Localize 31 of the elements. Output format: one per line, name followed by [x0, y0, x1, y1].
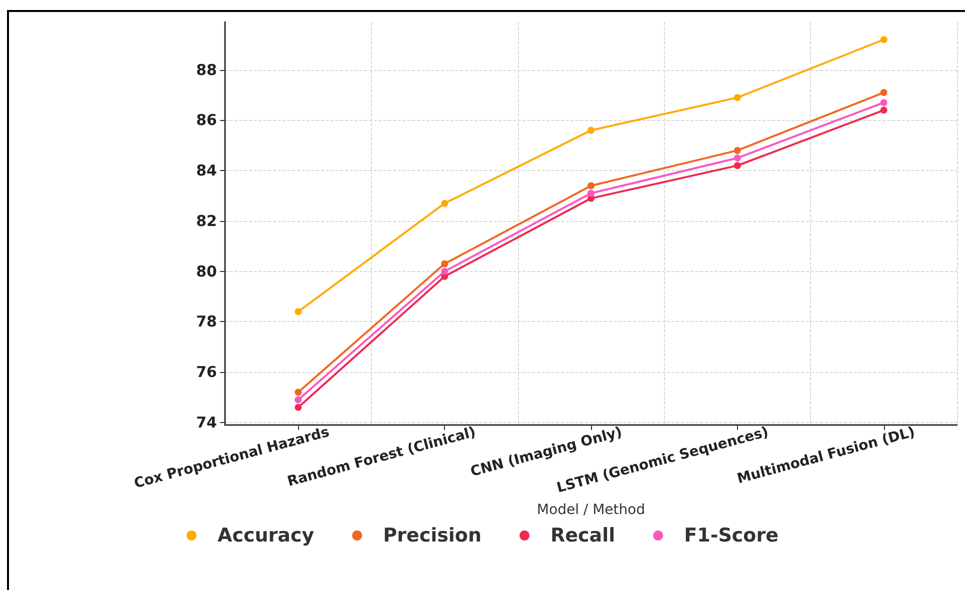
- point: [880, 36, 888, 44]
- point: [294, 308, 302, 316]
- point: [734, 146, 741, 154]
- y-tick-label: 78: [196, 312, 217, 331]
- x-axis-title: Model / Method: [536, 502, 646, 518]
- point: [588, 126, 594, 134]
- point: [294, 396, 302, 404]
- point: [880, 89, 888, 96]
- point: [441, 268, 448, 275]
- y-tick-label: 86: [196, 111, 217, 130]
- point: [294, 388, 302, 396]
- y-tick-label: 82: [196, 212, 217, 230]
- point: [734, 162, 741, 170]
- legend-label: F1-Score: [684, 524, 778, 546]
- y-tick-label: 74: [196, 413, 217, 432]
- legend-label: Recall: [550, 524, 616, 546]
- point: [734, 94, 741, 102]
- legend-label: Precision: [383, 524, 482, 546]
- point: [588, 182, 594, 190]
- y-tick-label: 76: [196, 363, 217, 382]
- point: [294, 404, 302, 411]
- y-tick-label: 84: [196, 162, 217, 180]
- point: [441, 200, 448, 207]
- y-tick-label: 88: [196, 60, 217, 79]
- point: [588, 190, 594, 197]
- legend-label: Accuracy: [218, 524, 315, 546]
- point: [880, 99, 888, 106]
- y-tick-label: 80: [196, 262, 217, 280]
- point: [734, 154, 741, 162]
- point: [441, 260, 448, 268]
- point: [880, 106, 888, 114]
